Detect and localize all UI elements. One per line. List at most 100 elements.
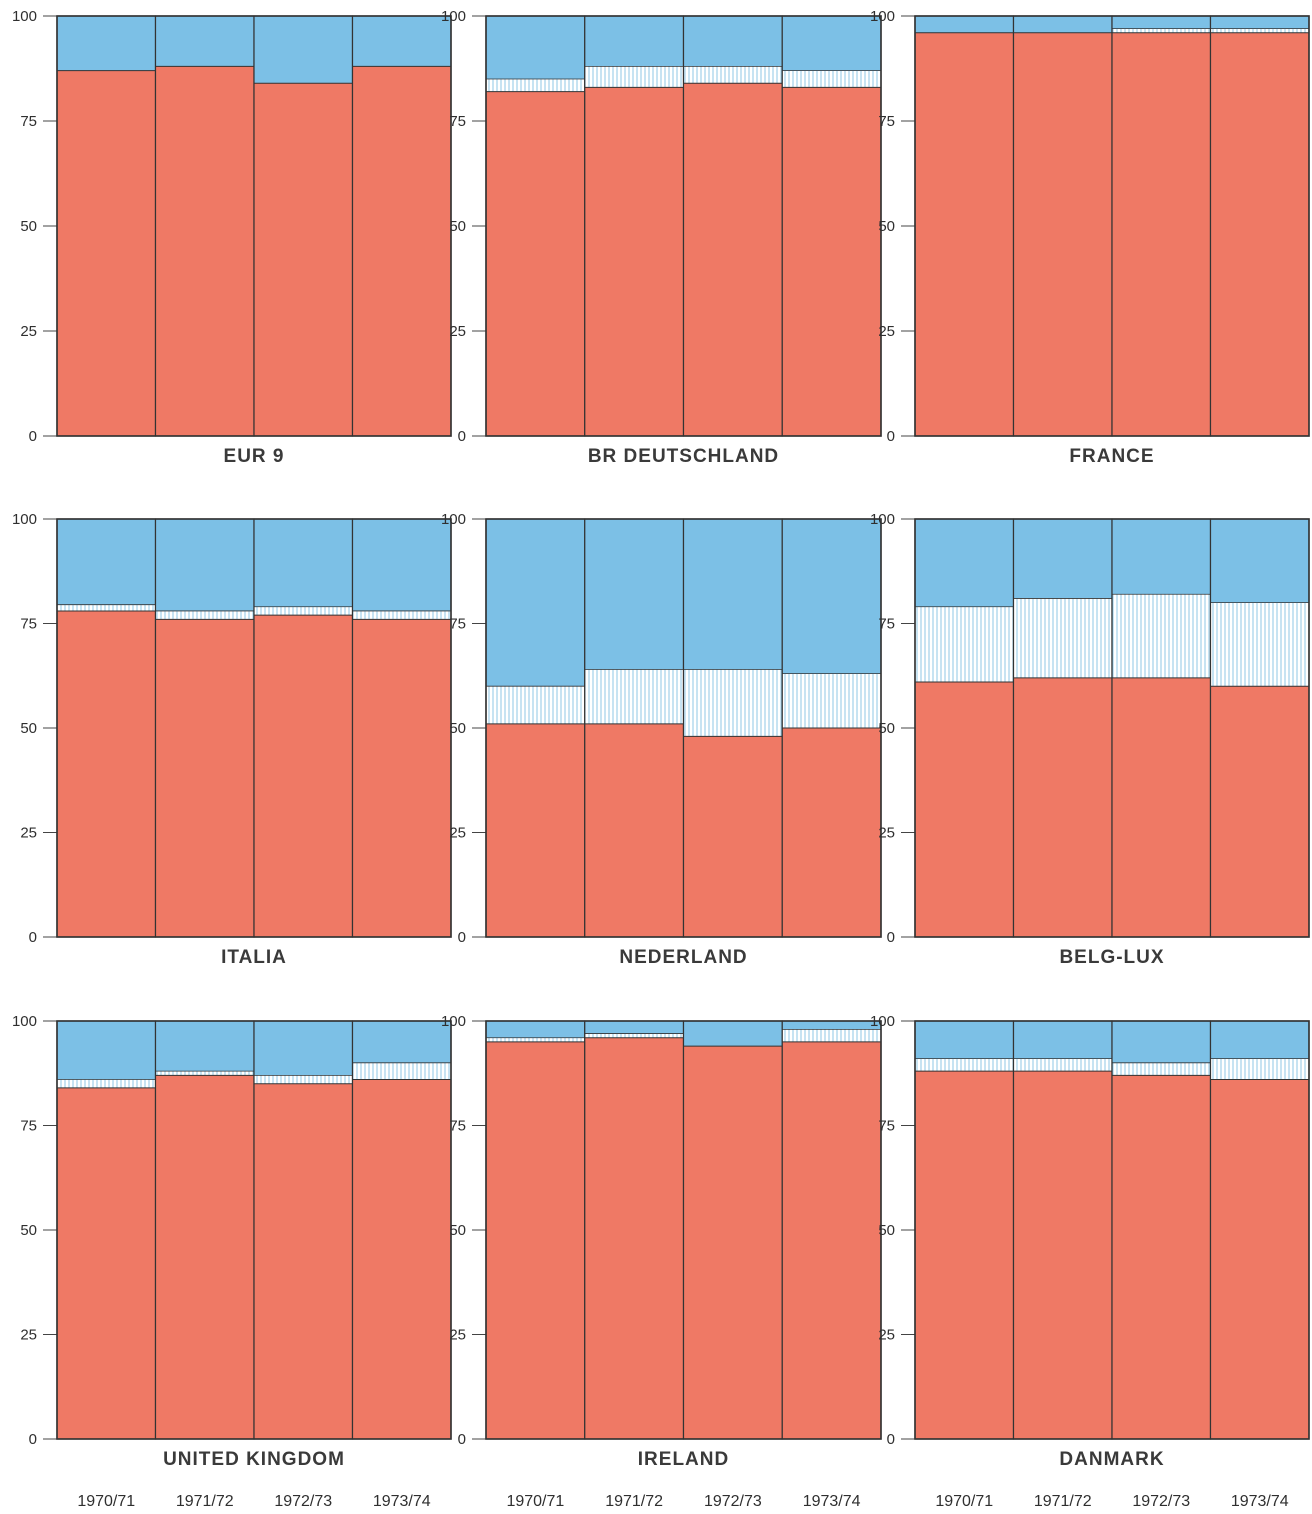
bar-segment-bottom xyxy=(782,87,881,437)
bar-segment-top xyxy=(1210,1021,1309,1059)
bar-segment-bottom xyxy=(57,610,156,937)
y-tick-label: 75 xyxy=(20,616,37,633)
bar-segment-bottom xyxy=(683,1046,783,1439)
bar-segment-bottom xyxy=(915,682,1014,937)
bar-segment-bottom xyxy=(782,728,881,937)
bar-segment-middle xyxy=(254,606,353,616)
y-tick-label: 50 xyxy=(449,218,466,235)
bar-segment-bottom xyxy=(486,723,585,937)
bar-segment-top xyxy=(254,16,353,84)
bar-segment-middle xyxy=(1112,28,1211,33)
bar-segment-bottom xyxy=(352,619,451,937)
x-tick-label: 1970/71 xyxy=(506,1493,564,1510)
y-tick-label: 75 xyxy=(878,1118,895,1135)
panel-frame xyxy=(914,518,1310,938)
bar-segment-middle xyxy=(584,1033,684,1038)
y-tick-label: 0 xyxy=(887,1431,895,1448)
panel-frame xyxy=(56,15,452,437)
bar-segment-bottom xyxy=(782,1041,881,1439)
x-tick-label: 1973/74 xyxy=(373,1493,431,1510)
panel-nederland: 0 25 50 75 100 NEDERLAND xyxy=(441,511,882,968)
panel-danmark: 0 25 50 75 100 1970/71 1971/72 1972/73 1973/74 DA… xyxy=(870,1013,1310,1510)
y-tick-label: 100 xyxy=(441,511,466,528)
panel-title: FRANCE xyxy=(1069,446,1154,467)
y-tick-label: 50 xyxy=(20,1222,37,1239)
bar-segment-top xyxy=(254,519,353,607)
bar-segment-top xyxy=(486,16,585,79)
bar-segment-middle xyxy=(915,606,1014,683)
bar-segment-bottom xyxy=(683,83,783,436)
bar-segment-bottom xyxy=(155,66,254,437)
bar-segment-top xyxy=(1013,519,1112,599)
y-tick-label: 75 xyxy=(449,616,466,633)
bar-segment-top xyxy=(1013,1021,1112,1059)
y-tick-label: 0 xyxy=(29,929,37,946)
bar-segment-middle xyxy=(155,1071,254,1076)
panel-france: 0 25 50 75 100 FRANCE xyxy=(870,8,1310,467)
bar-segment-top xyxy=(683,519,783,670)
x-tick-label: 1973/74 xyxy=(1231,1493,1289,1510)
bar-segment-middle xyxy=(1112,594,1211,678)
bar-segment-bottom xyxy=(254,83,353,436)
y-tick-label: 25 xyxy=(449,323,466,340)
y-tick-label: 0 xyxy=(458,428,466,445)
bar-segment-top xyxy=(155,1021,254,1072)
y-tick-label: 75 xyxy=(449,1118,466,1135)
bar-segment-bottom xyxy=(915,1071,1014,1439)
x-tick-label: 1971/72 xyxy=(605,1493,663,1510)
bar-segment-middle xyxy=(57,604,156,611)
bar-segment-bottom xyxy=(584,723,684,937)
panel-title: UNITED KINGDOM xyxy=(163,1449,345,1470)
bar-segment-top xyxy=(915,519,1014,607)
bar-segment-bottom xyxy=(1112,1075,1211,1439)
bar-segment-middle xyxy=(1013,1058,1112,1072)
bar-segment-top xyxy=(1112,1021,1211,1063)
y-tick-label: 25 xyxy=(20,323,37,340)
x-tick-label: 1973/74 xyxy=(803,1493,861,1510)
bar-segment-bottom xyxy=(1210,1079,1309,1439)
panel-title: BR DEUTSCHLAND xyxy=(588,446,779,467)
y-tick-label: 0 xyxy=(887,428,895,445)
bar-segment-middle xyxy=(486,79,585,92)
panel-title: NEDERLAND xyxy=(619,947,747,968)
bar-segment-top xyxy=(155,16,254,67)
panel-frame xyxy=(485,15,882,437)
y-tick-label: 100 xyxy=(441,1013,466,1030)
y-tick-label: 0 xyxy=(29,428,37,445)
bar-segment-middle xyxy=(782,673,881,728)
x-tick-label: 1971/72 xyxy=(176,1493,234,1510)
y-tick-label: 100 xyxy=(870,511,895,528)
x-tick-label: 1972/73 xyxy=(1132,1493,1190,1510)
bar-segment-bottom xyxy=(155,619,254,937)
y-tick-label: 100 xyxy=(870,1013,895,1030)
bar-segment-bottom xyxy=(1112,677,1211,937)
bar-segment-bottom xyxy=(584,1037,684,1439)
bar-segment-top xyxy=(915,16,1014,33)
bar-segment-top xyxy=(57,16,156,71)
y-tick-label: 25 xyxy=(449,1327,466,1344)
y-tick-label: 75 xyxy=(449,113,466,130)
y-tick-label: 100 xyxy=(12,8,37,25)
bar-segment-bottom xyxy=(486,91,585,436)
y-tick-label: 50 xyxy=(878,720,895,737)
panel-title: IRELAND xyxy=(638,1449,729,1470)
bar-segment-middle xyxy=(1210,1058,1309,1080)
bar-segment-bottom xyxy=(254,1083,353,1439)
bar-segment-top xyxy=(584,519,684,670)
bar-segment-bottom xyxy=(486,1041,585,1439)
x-tick-label: 1970/71 xyxy=(935,1493,993,1510)
bar-segment-middle xyxy=(782,70,881,88)
bar-segment-top xyxy=(1112,16,1211,29)
bar-segment-middle xyxy=(352,1062,451,1080)
y-tick-label: 100 xyxy=(441,8,466,25)
y-tick-label: 25 xyxy=(878,825,895,842)
y-tick-label: 50 xyxy=(449,1222,466,1239)
bar-segment-middle xyxy=(486,1037,585,1042)
bar-segment-top xyxy=(1210,519,1309,603)
bar-segment-top xyxy=(584,1021,684,1034)
bar-segment-bottom xyxy=(254,615,353,937)
y-tick-label: 25 xyxy=(20,1327,37,1344)
bar-segment-bottom xyxy=(352,1079,451,1439)
bar-segment-middle xyxy=(584,669,684,724)
y-tick-label: 50 xyxy=(20,720,37,737)
